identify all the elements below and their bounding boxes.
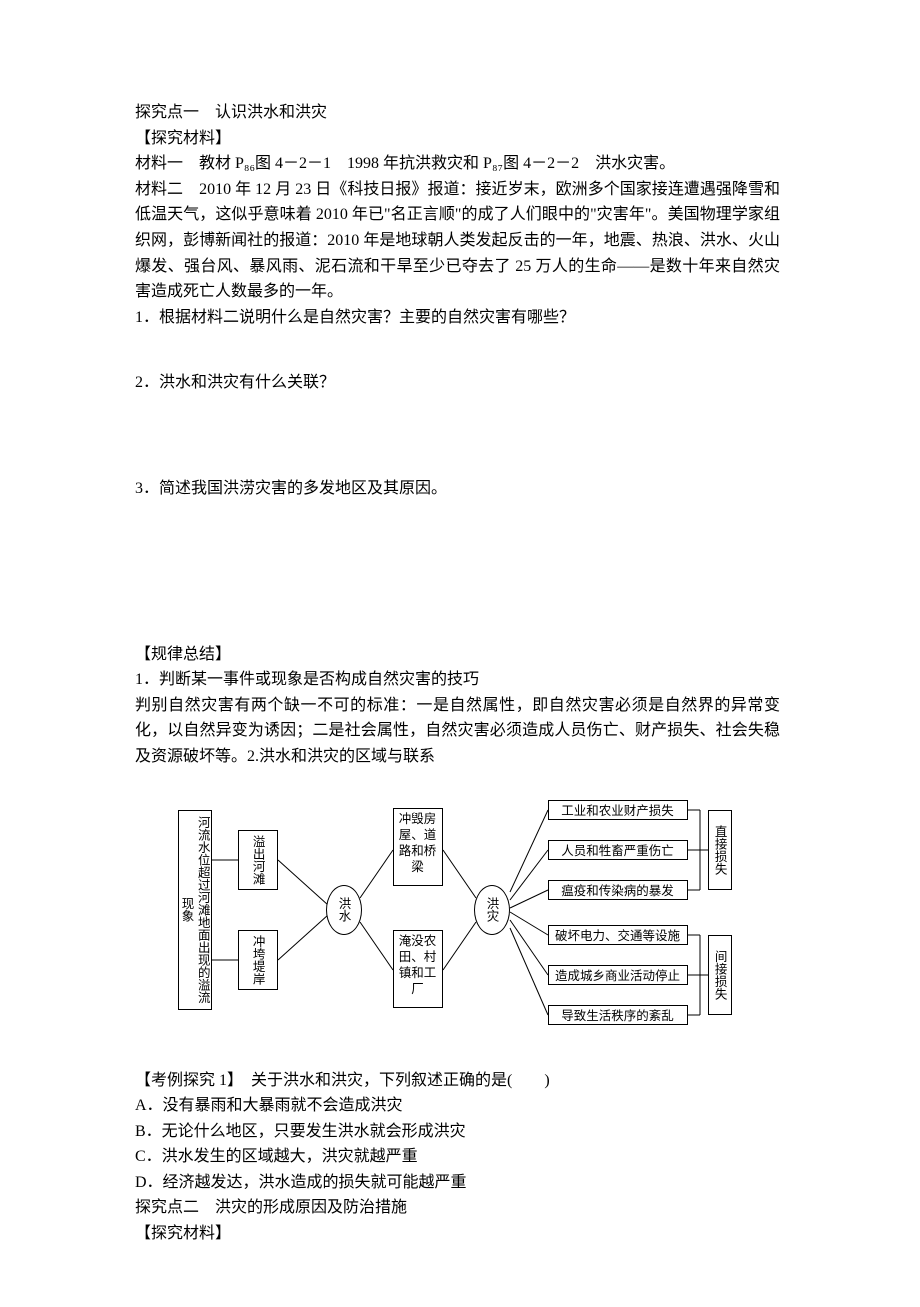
answer-space-3 — [135, 502, 780, 642]
diagram-r1: 工业和农业财产损失 — [548, 800, 688, 820]
answer-space-1 — [135, 330, 780, 370]
flood-diagram-container: 河流水位超过河滩地面出现的溢流现象 溢出河滩 冲垮堤岸 洪水 冲毁房屋、道路和桥… — [135, 780, 780, 1040]
diagram-r2: 人员和牲畜严重伤亡 — [548, 840, 688, 860]
example1-option-d: D．经济越发达，洪水造成的损失就可能越严重 — [135, 1170, 780, 1196]
example1-option-a: A．没有暴雨和大暴雨就不会造成洪灾 — [135, 1093, 780, 1119]
material-two: 材料二 2010 年 12 月 23 日《科技日报》报道：接近岁末，欧洲多个国家… — [135, 177, 780, 305]
summary-point1-title: 1．判断某一事件或现象是否构成自然灾害的技巧 — [135, 667, 780, 693]
material-label-1: 【探究材料】 — [135, 126, 780, 152]
diagram-bot-mid1: 冲垮堤岸 — [238, 930, 278, 990]
diagram-right-top: 直接损失 — [708, 810, 732, 890]
diagram-top-mid2: 冲毁房屋、道路和桥梁 — [393, 808, 443, 886]
summary-point1-body: 判别自然灾害有两个缺一不可的标准：一是自然属性，即自然灾害必须是自然界的异常变化… — [135, 693, 780, 770]
diagram-left-col: 河流水位超过河滩地面出现的溢流现象 — [178, 810, 212, 1010]
inquiry1-title: 探究点一 认识洪水和洪灾 — [135, 100, 780, 126]
answer-space-2 — [135, 396, 780, 476]
document-page: 探究点一 认识洪水和洪灾 【探究材料】 材料一 教材 P₈₆图 4－2－1 19… — [0, 0, 920, 1307]
summary-label: 【规律总结】 — [135, 642, 780, 668]
diagram-ellipse-flood: 洪水 — [326, 885, 362, 935]
diagram-right-bot: 间接损失 — [708, 935, 732, 1015]
material-label-2: 【探究材料】 — [135, 1221, 780, 1247]
flood-diagram: 河流水位超过河滩地面出现的溢流现象 溢出河滩 冲垮堤岸 洪水 冲毁房屋、道路和桥… — [178, 780, 738, 1040]
example1-option-b: B．无论什么地区，只要发生洪水就会形成洪灾 — [135, 1119, 780, 1145]
diagram-r5: 造成城乡商业活动停止 — [548, 965, 688, 985]
diagram-top-mid1: 溢出河滩 — [238, 830, 278, 890]
diagram-bot-mid2: 淹没农田、村镇和工厂 — [393, 930, 443, 1008]
question-2: 2．洪水和洪灾有什么关联？ — [135, 370, 780, 396]
example1-stem: 【考例探究 1】 关于洪水和洪灾，下列叙述正确的是( ) — [135, 1068, 780, 1094]
diagram-ellipse-disaster: 洪灾 — [474, 885, 510, 935]
material-one: 材料一 教材 P₈₆图 4－2－1 1998 年抗洪救灾和 P₈₇图 4－2－2… — [135, 151, 780, 177]
question-3: 3．简述我国洪涝灾害的多发地区及其原因。 — [135, 476, 780, 502]
inquiry2-title: 探究点二 洪灾的形成原因及防治措施 — [135, 1195, 780, 1221]
diagram-r3: 瘟疫和传染病的暴发 — [548, 880, 688, 900]
question-1: 1．根据材料二说明什么是自然灾害？主要的自然灾害有哪些？ — [135, 305, 780, 331]
diagram-r4: 破坏电力、交通等设施 — [548, 925, 688, 945]
diagram-r6: 导致生活秩序的紊乱 — [548, 1005, 688, 1025]
example1-option-c: C．洪水发生的区域越大，洪灾就越严重 — [135, 1144, 780, 1170]
